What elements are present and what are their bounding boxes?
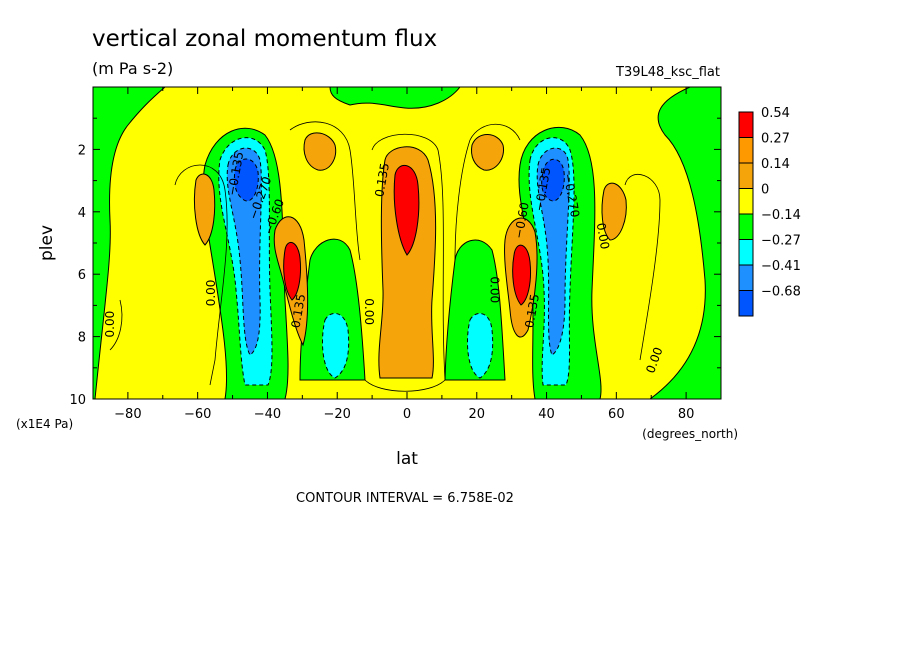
contour-label: 0.00 (204, 280, 218, 307)
red-cores (283, 165, 531, 306)
colorbar-label: 0.27 (761, 132, 790, 147)
colorbar-swatch (738, 162, 754, 189)
y-axis-label: plev (37, 225, 57, 261)
colorbar-label: 0 (761, 183, 769, 198)
x-axis-label: lat (396, 449, 418, 469)
colorbar-swatch (738, 290, 754, 317)
colorbar-label: −0.27 (761, 234, 801, 249)
y-tick-label: 8 (78, 331, 86, 346)
contour-field (93, 87, 721, 399)
y-tick-label: 10 (69, 393, 86, 408)
contour-label: 0.00 (103, 311, 117, 338)
x-axis-ticks: −80 −60 −40 −20 0 20 40 60 80 (92, 87, 722, 422)
x-axis-units: (degrees_north) (642, 427, 738, 441)
orange-regions (193, 132, 627, 379)
colorbar-label: −0.41 (761, 259, 801, 274)
colorbar-label: 0.14 (761, 157, 790, 172)
dark-blue-cores (233, 158, 565, 202)
contour-label: 0.00 (362, 298, 376, 325)
colorbar-swatch (738, 213, 754, 240)
contour-label: 0.135 (372, 162, 392, 198)
x-tick-label: 20 (469, 407, 486, 422)
contour-label: −0.60 (512, 201, 532, 240)
y-tick-label: 6 (78, 268, 86, 283)
contour-interval: CONTOUR INTERVAL = 6.758E-02 (296, 491, 514, 506)
y-axis-units: (x1E4 Pa) (16, 417, 73, 431)
chart-title: vertical zonal momentum flux (92, 26, 437, 52)
x-tick-label: −60 (184, 407, 211, 422)
x-tick-label: 60 (608, 407, 625, 422)
colorbar: 0.54 0.27 0.14 0 −0.14 −0.27 −0.41 −0.68 (738, 106, 801, 317)
colorbar-label: 0.54 (761, 106, 790, 121)
chart-units: (m Pa s-2) (92, 59, 173, 78)
x-tick-label: −80 (114, 407, 141, 422)
blue-regions (226, 147, 570, 356)
x-tick-label: 40 (538, 407, 555, 422)
y-tick-label: 2 (78, 143, 86, 158)
contour-label: 0.00 (594, 222, 612, 251)
colorbar-swatch (738, 188, 754, 215)
contour-label: 0.00 (488, 276, 502, 303)
contour-label: 0.135 (522, 293, 542, 329)
colorbar-swatch (738, 264, 754, 291)
colorbar-label: −0.68 (761, 285, 801, 300)
y-axis-ticks: 2 4 6 8 10 (69, 86, 721, 408)
colorbar-swatch (738, 137, 754, 164)
thin-contours (109, 121, 661, 392)
x-tick-label: 80 (678, 407, 695, 422)
colorbar-swatch (738, 239, 754, 266)
colorbar-swatch (738, 111, 754, 138)
x-tick-label: 0 (403, 407, 411, 422)
colorbar-label: −0.14 (761, 208, 801, 223)
contour-label: 0.135 (289, 293, 309, 329)
run-label: T39L48_ksc_flat (615, 65, 720, 80)
y-tick-label: 4 (78, 206, 86, 221)
x-tick-label: −40 (254, 407, 281, 422)
x-tick-label: −20 (324, 407, 351, 422)
